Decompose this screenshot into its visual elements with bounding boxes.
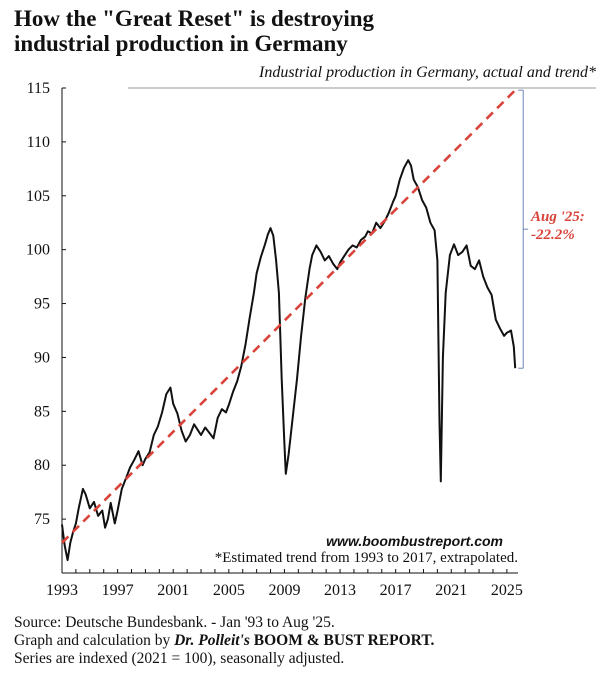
x-tick-label: 2005 bbox=[213, 582, 245, 599]
x-tick-label: 2013 bbox=[324, 582, 356, 599]
chart-axes: 75 80 85 90 95 100 105 110 115 1993 1997 2001 2005 20… bbox=[26, 80, 523, 599]
y-tick-label: 95 bbox=[34, 296, 50, 313]
y-tick-label: 110 bbox=[27, 134, 50, 151]
trend-line bbox=[61, 89, 517, 544]
author-line: Graph and calculation by Dr. Polleit's B… bbox=[14, 632, 604, 650]
actual-production-line bbox=[61, 159, 517, 562]
y-tick-label: 75 bbox=[34, 511, 50, 528]
x-tick-label: 2025 bbox=[491, 582, 523, 599]
x-tick-label: 2001 bbox=[157, 582, 189, 599]
trend-footnote: *Estimated trend from 1993 to 2017, extr… bbox=[215, 550, 518, 566]
line-chart: 75 80 85 90 95 100 105 110 115 1993 1997 2001 2005 20… bbox=[26, 80, 596, 599]
index-note-line: Series are indexed (2021 = 100), seasona… bbox=[14, 650, 345, 667]
y-tick-label: 105 bbox=[26, 188, 50, 205]
gap-bracket bbox=[518, 89, 529, 369]
y-tick-label: 85 bbox=[34, 403, 50, 420]
x-tick-label: 1993 bbox=[46, 582, 78, 599]
chart-title: How the "Great Reset" is destroying indu… bbox=[14, 6, 604, 56]
chart-series bbox=[61, 89, 517, 562]
x-tick-label: 2009 bbox=[268, 582, 300, 599]
source-footer: Source: Deutsche Bundesbank. - Jan '93 t… bbox=[14, 614, 604, 668]
report-name: BOOM & BUST REPORT. bbox=[253, 632, 435, 649]
y-tick-label: 115 bbox=[27, 80, 50, 97]
gap-annotation-date: Aug '25: bbox=[530, 209, 585, 225]
y-tick-label: 80 bbox=[34, 457, 50, 474]
author-prefix: Graph and calculation by bbox=[14, 632, 175, 649]
website-watermark: www.boombustreport.com bbox=[326, 533, 503, 549]
y-tick-label: 90 bbox=[34, 349, 50, 366]
source-line: Source: Deutsche Bundesbank. - Jan '93 t… bbox=[14, 614, 335, 631]
x-tick-label: 1997 bbox=[102, 582, 134, 599]
author-name: Dr. Polleit's bbox=[174, 632, 250, 649]
x-tick-label: 2017 bbox=[380, 582, 412, 599]
title-line-1: How the "Great Reset" is destroying bbox=[14, 6, 375, 31]
chart-subtitle: Industrial production in Germany, actual… bbox=[258, 64, 596, 81]
title-line-2: industrial production in Germany bbox=[14, 31, 348, 56]
gap-annotation-percent: -22.2% bbox=[531, 227, 575, 243]
x-tick-label: 2021 bbox=[435, 582, 467, 599]
y-tick-label: 100 bbox=[26, 242, 50, 259]
